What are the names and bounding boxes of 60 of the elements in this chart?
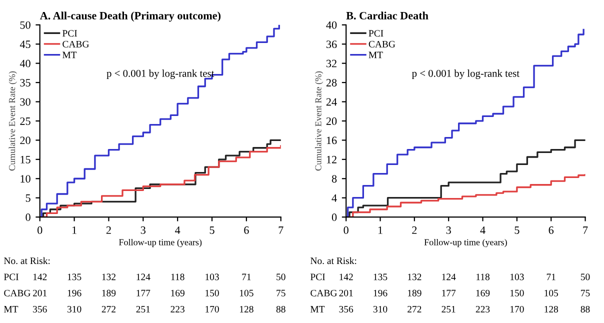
y-tick-label: 10	[20, 175, 30, 183]
chart-title: B. Cardiac Death	[346, 12, 428, 20]
x-tick-label: 6	[548, 226, 554, 234]
legend-label: PCI	[62, 30, 78, 37]
annotation: p < 0.001 by log-rank test	[106, 70, 214, 80]
x-tick-label: 6	[244, 226, 249, 234]
x-tick-label: 5	[210, 226, 214, 234]
y-tick-label: 32	[326, 60, 336, 68]
x-axis-title: Follow-up time (years)	[424, 238, 507, 248]
y-tick-label: 30	[20, 98, 30, 106]
x-tick-label: 0	[344, 226, 348, 234]
x-tick-label: 7	[278, 226, 284, 234]
y-tick-label: 35	[20, 79, 30, 86]
y-tick-label: 20	[20, 136, 30, 144]
x-axis-title: Follow-up time (years)	[119, 238, 202, 248]
y-tick-label: 5	[26, 194, 30, 202]
y-tick-label: 20	[326, 117, 337, 125]
y-tick-label: 8	[332, 175, 337, 183]
y-tick-label: 40	[326, 21, 337, 29]
chart-title: A. All-cause Death (Primary outcome)	[40, 12, 221, 22]
legend-label: CABG	[62, 40, 89, 48]
text: CABG 201 196 189 177 169 150 105 75	[310, 290, 590, 296]
x-tick-label: 4	[175, 226, 180, 234]
text: PCI 142 135 132 124 118 103 71 50	[4, 274, 286, 280]
y-tick-label: 45	[20, 40, 30, 48]
y-axis-title: Cumulative Event Rate (%)	[8, 71, 17, 171]
annotation: p < 0.001 by log-rank test	[412, 70, 520, 80]
text: CABG 201 196 189 177 169 150 105 75	[4, 290, 286, 296]
y-tick-label: 36	[326, 40, 337, 48]
x-tick-label: 1	[72, 226, 76, 234]
y-tick-label: 24	[326, 98, 337, 106]
x-tick-label: 3	[140, 226, 146, 234]
y-axis-title: Cumulative Event Rate (%)	[314, 71, 324, 171]
text: PCI 142 135 132 124 118 103 71 50	[310, 274, 590, 280]
x-tick-label: 3	[446, 226, 451, 234]
x-tick-label: 0	[38, 226, 42, 234]
y-tick-label: 4	[332, 194, 337, 202]
text: No. at Risk:	[4, 257, 50, 264]
legend-label: CABG	[368, 40, 396, 48]
legend-label: MT	[62, 52, 77, 58]
x-tick-label: 1	[378, 226, 382, 234]
y-tick-label: 28	[326, 78, 337, 86]
y-tick-label: 0	[26, 214, 30, 222]
text: MT 356 310 272 251 223 170 128 88	[310, 306, 590, 313]
x-tick-label: 5	[514, 226, 520, 234]
y-tick-label: 12	[326, 156, 336, 164]
x-tick-label: 2	[106, 226, 111, 234]
y-tick-label: 0	[332, 214, 337, 222]
x-tick-label: 4	[480, 226, 486, 234]
y-tick-label: 16	[326, 136, 337, 144]
text: MT 356 310 272 251 223 170 128 88	[4, 306, 286, 313]
x-tick-label: 7	[583, 226, 588, 234]
y-tick-label: 40	[20, 60, 30, 68]
y-tick-label: 15	[20, 156, 30, 164]
legend-label: MT	[368, 52, 383, 58]
x-tick-label: 2	[412, 226, 417, 234]
text: No. at Risk:	[310, 257, 356, 264]
y-tick-label: 25	[20, 117, 30, 125]
y-tick-label: 50	[20, 21, 30, 29]
legend-label: PCI	[368, 30, 384, 37]
